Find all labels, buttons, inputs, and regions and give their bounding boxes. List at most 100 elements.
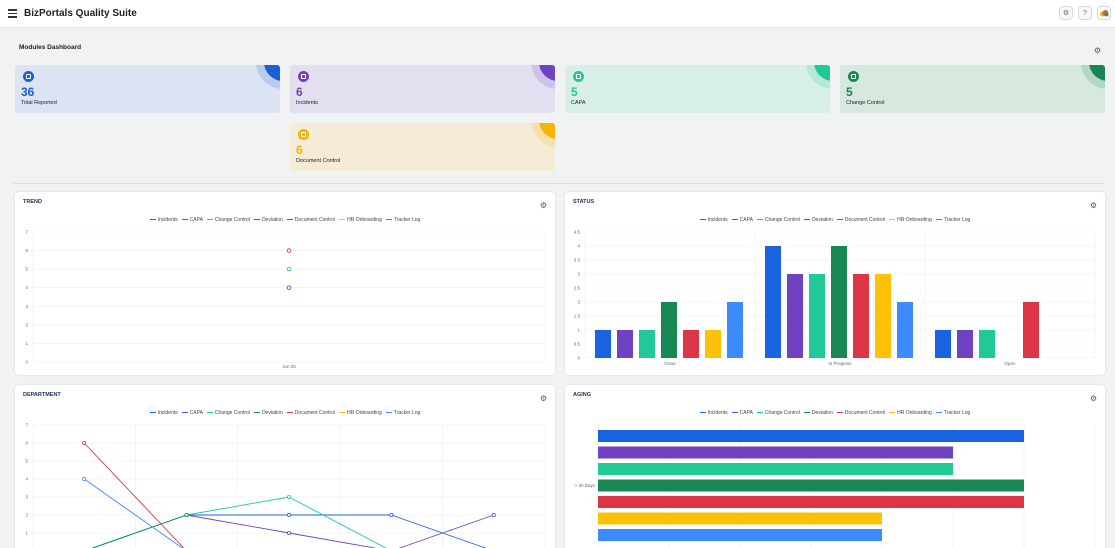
module-card-total-reported[interactable]: 36 Total Reported bbox=[15, 65, 280, 113]
app-title: BizPortals Quality Suite bbox=[24, 8, 137, 19]
y-tick-label: 0 bbox=[25, 360, 28, 365]
module-count: 36 bbox=[21, 85, 35, 99]
y-tick-label: 2.5 bbox=[574, 286, 581, 291]
department-settings-gear-icon[interactable]: ⚙ bbox=[539, 394, 548, 403]
legend-label: Deviation bbox=[811, 217, 833, 223]
status-bar bbox=[875, 274, 891, 358]
y-tick-label: 3 bbox=[577, 272, 580, 277]
legend-swatch bbox=[253, 218, 260, 221]
legend-item[interactable]: Incidents bbox=[699, 410, 728, 416]
legend-label: Change Control bbox=[214, 410, 250, 416]
legend-item[interactable]: Tracker Log bbox=[935, 410, 971, 416]
legend-label: Incidents bbox=[707, 217, 728, 223]
y-tick-label: 4 bbox=[25, 285, 28, 290]
department-line-segment bbox=[186, 514, 290, 534]
department-point bbox=[184, 512, 189, 517]
legend-item[interactable]: HR Onboarding bbox=[889, 217, 932, 223]
legend-label: HR Onboarding bbox=[347, 217, 382, 223]
y-tick-label: 1.5 bbox=[574, 314, 581, 319]
module-label: Total Reported bbox=[21, 100, 57, 106]
legend-swatch bbox=[181, 218, 188, 221]
legend-item[interactable]: HR Onboarding bbox=[339, 217, 382, 223]
status-bar bbox=[639, 330, 655, 358]
legend-item[interactable]: CAPA bbox=[731, 410, 753, 416]
cloud-icon[interactable] bbox=[1097, 6, 1111, 20]
x-tick-label: In Progress bbox=[828, 361, 852, 366]
status-bar bbox=[765, 246, 781, 358]
department-line-segment bbox=[398, 514, 494, 548]
module-icon bbox=[573, 71, 584, 82]
legend-item[interactable]: Document Control bbox=[836, 217, 885, 223]
legend-swatch bbox=[286, 218, 293, 221]
legend-swatch bbox=[385, 218, 392, 221]
legend-swatch bbox=[181, 411, 188, 414]
aging-chart-card: AGING ⚙ Incidents CAPA Change Control Devia… bbox=[565, 385, 1105, 548]
legend-label: CAPA bbox=[189, 410, 203, 416]
help-icon[interactable]: ? bbox=[1078, 6, 1092, 20]
legend-item[interactable]: Document Control bbox=[286, 410, 335, 416]
department-line-segment bbox=[91, 514, 187, 548]
trend-chart-card: TREND ⚙ Incidents CAPA Change Control Devia… bbox=[15, 192, 555, 375]
module-card-incidents[interactable]: 6 Incidents bbox=[290, 65, 555, 113]
module-card-change-control[interactable]: 5 Change Control bbox=[840, 65, 1105, 113]
legend-swatch bbox=[935, 218, 942, 221]
module-icon bbox=[23, 71, 34, 82]
module-icon bbox=[298, 71, 309, 82]
legend-item[interactable]: Tracker Log bbox=[385, 410, 420, 416]
legend-item[interactable]: Incidents bbox=[149, 410, 178, 416]
aging-bar bbox=[598, 463, 953, 475]
legend-item[interactable]: CAPA bbox=[181, 410, 203, 416]
legend-item[interactable]: Change Control bbox=[206, 410, 250, 416]
department-line-segment bbox=[288, 496, 387, 548]
legend-swatch bbox=[803, 218, 810, 221]
legend-item[interactable]: Tracker Log bbox=[935, 217, 970, 223]
legend-label: Change Control bbox=[214, 217, 250, 223]
status-bar bbox=[897, 302, 913, 358]
legend-item[interactable]: CAPA bbox=[731, 217, 753, 223]
y-tick-label: 3 bbox=[25, 495, 28, 500]
legend-swatch bbox=[206, 411, 213, 414]
legend-item[interactable]: Deviation bbox=[253, 410, 283, 416]
department-point bbox=[491, 512, 496, 517]
module-card-document-control[interactable]: 6 Document Control bbox=[290, 123, 555, 171]
department-point bbox=[82, 441, 87, 446]
legend-item[interactable]: HR Onboarding bbox=[889, 410, 932, 416]
department-point bbox=[82, 477, 87, 482]
y-tick-label: 2 bbox=[577, 300, 580, 305]
legend-item[interactable]: Change Control bbox=[206, 217, 250, 223]
legend-item[interactable]: Change Control bbox=[756, 217, 800, 223]
module-card-capa[interactable]: 5 CAPA bbox=[565, 65, 830, 113]
legend-item[interactable]: Incidents bbox=[699, 217, 728, 223]
legend-item[interactable]: Deviation bbox=[803, 217, 833, 223]
trend-point bbox=[286, 248, 292, 253]
trend-settings-gear-icon[interactable]: ⚙ bbox=[539, 201, 548, 210]
legend-swatch bbox=[731, 218, 738, 221]
department-chart-card: DEPARTMENT ⚙ Incidents CAPA Change Control… bbox=[15, 385, 555, 548]
trend-chart-svg: 0 1 2 3 4 5 6 7 Jun 25 bbox=[25, 230, 546, 369]
chart-title: DEPARTMENT bbox=[23, 392, 61, 398]
legend-swatch bbox=[339, 411, 346, 414]
legend-item[interactable]: Deviation bbox=[253, 217, 283, 223]
settings-icon[interactable]: ⚙ bbox=[1059, 6, 1073, 20]
legend-label: Document Control bbox=[844, 410, 886, 416]
legend-item[interactable]: Document Control bbox=[286, 217, 335, 223]
department-point bbox=[286, 495, 291, 500]
legend-item[interactable]: HR Onboarding bbox=[339, 410, 382, 416]
aging-settings-gear-icon[interactable]: ⚙ bbox=[1089, 394, 1098, 403]
legend-item[interactable]: Document Control bbox=[836, 410, 886, 416]
dashboard-settings-gear-icon[interactable]: ⚙ bbox=[1093, 46, 1102, 55]
legend-item[interactable]: CAPA bbox=[181, 217, 203, 223]
status-bar bbox=[1023, 302, 1039, 358]
status-bar bbox=[831, 246, 847, 358]
legend-item[interactable]: Tracker Log bbox=[385, 217, 420, 223]
status-settings-gear-icon[interactable]: ⚙ bbox=[1089, 201, 1098, 210]
hamburger-menu-icon[interactable] bbox=[8, 9, 17, 18]
legend-item[interactable]: Change Control bbox=[756, 410, 800, 416]
legend-item[interactable]: Deviation bbox=[803, 410, 833, 416]
y-tick-label: 0.5 bbox=[574, 342, 581, 347]
legend-item[interactable]: Incidents bbox=[149, 217, 178, 223]
chart-title: AGING bbox=[573, 392, 592, 398]
status-bar bbox=[853, 274, 869, 358]
module-label: Document Control bbox=[296, 158, 341, 164]
legend-label: Tracker Log bbox=[943, 410, 971, 416]
